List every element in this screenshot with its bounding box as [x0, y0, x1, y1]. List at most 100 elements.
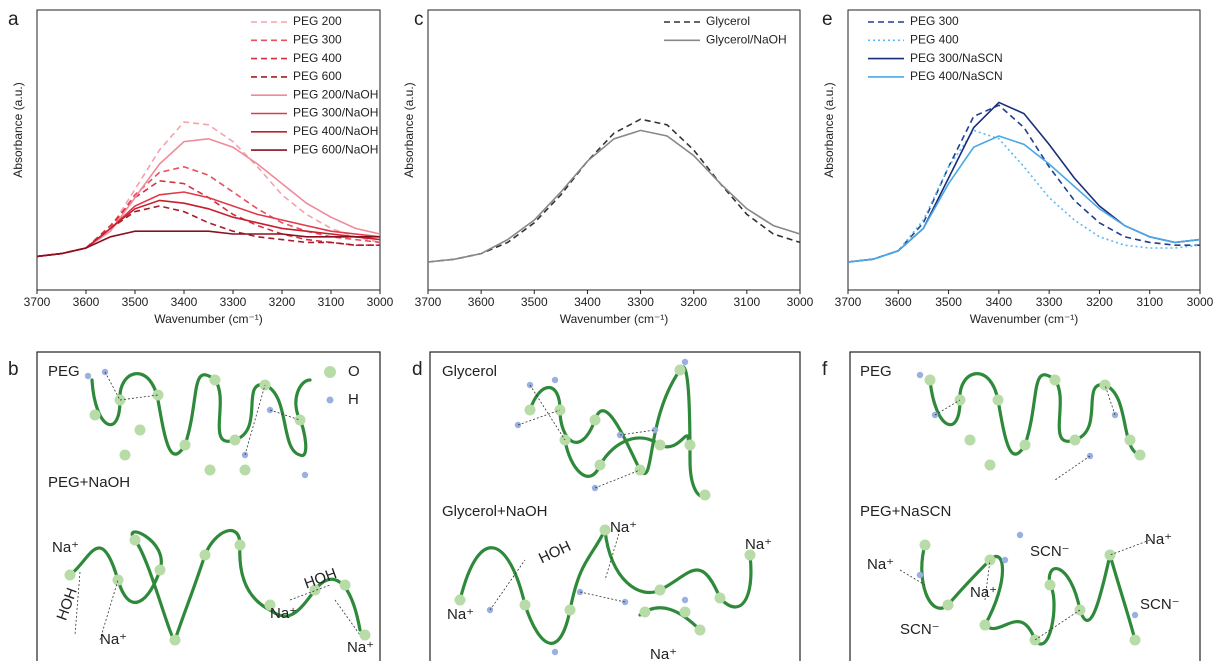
hydrogen-bond — [289, 584, 331, 601]
series-line — [427, 129, 801, 263]
legend-label: PEG 600 — [293, 69, 342, 83]
oxygen-atom — [964, 434, 976, 446]
oxygen-atom — [639, 606, 651, 618]
oxygen-atom — [654, 439, 666, 451]
x-tick-label: 3700 — [24, 295, 51, 309]
x-tick-label: 3600 — [468, 295, 495, 309]
y-axis-label: Absorbance (a.u.) — [11, 82, 25, 177]
hydrogen-bond — [334, 599, 361, 636]
hydrogen-bond — [269, 409, 301, 421]
oxygen-atom — [1099, 379, 1111, 391]
oxygen-atom — [359, 629, 371, 641]
x-axis-label: Wavenumber (cm⁻¹) — [154, 312, 263, 326]
oxygen-atom — [524, 404, 536, 416]
y-axis-label: Absorbance (a.u.) — [822, 82, 836, 177]
oxygen-atom — [179, 439, 191, 451]
oxygen-atom — [229, 434, 241, 446]
x-tick-label: 3500 — [122, 295, 149, 309]
oxygen-atom — [264, 599, 276, 611]
panel-label: a — [8, 9, 19, 30]
oxygen-atom — [199, 549, 211, 561]
legend-label: Glycerol/NaOH — [706, 32, 787, 46]
hydrogen-bond — [1109, 539, 1151, 556]
oxygen-atom — [294, 414, 306, 426]
diagram-text: Glycerol — [442, 363, 497, 380]
oxygen-atom — [1019, 439, 1031, 451]
oxygen-atom — [674, 364, 686, 376]
diagram-frame — [429, 351, 801, 661]
oxygen-atom — [564, 604, 576, 616]
legend-label: PEG 300 — [910, 14, 959, 28]
oxygen-atom — [1104, 549, 1116, 561]
x-tick-label: 3600 — [73, 295, 100, 309]
x-tick-label: 3700 — [415, 295, 442, 309]
oxygen-atom — [64, 569, 76, 581]
oxygen-atom — [942, 599, 954, 611]
atoms — [64, 358, 1151, 656]
oxygen-atom — [309, 584, 321, 596]
diagram-text: Na⁺ — [610, 519, 637, 536]
x-tick-label: 3400 — [986, 295, 1013, 309]
oxygen-atom — [152, 389, 164, 401]
series-line — [36, 230, 380, 258]
oxygen-atom — [1129, 634, 1141, 646]
diagram-text: SCN⁻ — [900, 621, 940, 638]
legend-label: PEG 600/NaOH — [293, 142, 378, 156]
hydrogen-bond — [1054, 455, 1091, 481]
hydrogen-bond — [104, 371, 121, 401]
oxygen-atom — [919, 539, 931, 551]
hydrogen-atom — [681, 596, 689, 604]
oxygen-atom — [992, 394, 1004, 406]
legend-label: PEG 300 — [293, 32, 342, 46]
chains — [68, 365, 1142, 646]
oxygen-atom — [654, 584, 666, 596]
x-tick-label: 3000 — [1187, 295, 1213, 309]
diagram-text: H — [348, 391, 359, 408]
oxygen-atom — [209, 374, 221, 386]
oxygen-atom — [714, 592, 726, 604]
legend-label: PEG 300/NaOH — [293, 106, 378, 120]
oxygen-atom — [112, 574, 124, 586]
hydrogen-bond — [529, 384, 566, 441]
oxygen-atom — [1124, 434, 1136, 446]
diagram-text: PEG+NaOH — [48, 474, 130, 491]
x-tick-label: 3300 — [627, 295, 654, 309]
hydrogen-bond — [579, 591, 626, 603]
oxygen-atom — [204, 464, 216, 476]
diagram-text: Na⁺ — [745, 536, 772, 553]
series-line — [36, 199, 381, 258]
diagram-text: Na⁺ — [970, 584, 997, 601]
x-tick-label: 3700 — [835, 295, 862, 309]
x-tick-label: 3200 — [680, 295, 707, 309]
series-line — [847, 129, 1201, 263]
panel-label: f — [822, 359, 828, 380]
plot-frame — [36, 9, 381, 291]
hydrogen-bond — [934, 399, 961, 416]
hydrogen-bond — [619, 429, 656, 436]
x-tick-label: 3100 — [1136, 295, 1163, 309]
diagram-text: HOH — [536, 538, 573, 567]
oxygen-atom — [1049, 374, 1061, 386]
x-tick-label: 3400 — [171, 295, 198, 309]
x-axis-label: Wavenumber (cm⁻¹) — [970, 312, 1079, 326]
hydrogen-atom — [551, 376, 559, 384]
series-line — [427, 118, 801, 263]
diagram-text: SCN⁻ — [1140, 596, 1180, 613]
legend-label: PEG 400 — [293, 51, 342, 65]
hydrogen-atom — [621, 598, 629, 606]
oxygen-atom — [134, 424, 146, 436]
hydrogen-atom — [551, 648, 559, 656]
diagram-text: Na⁺ — [100, 631, 127, 648]
series-line — [847, 104, 1200, 263]
diagram-text: Na⁺ — [270, 605, 297, 622]
hydrogen-bond — [899, 569, 926, 586]
oxygen-atom — [154, 564, 166, 576]
oxygen-atom — [1069, 434, 1081, 446]
panel-label: d — [412, 359, 423, 380]
x-tick-label: 3300 — [1036, 295, 1063, 309]
hydrogen-atom — [916, 571, 924, 579]
legend-o — [324, 366, 336, 378]
legend-h — [326, 396, 334, 404]
oxygen-atom — [234, 539, 246, 551]
